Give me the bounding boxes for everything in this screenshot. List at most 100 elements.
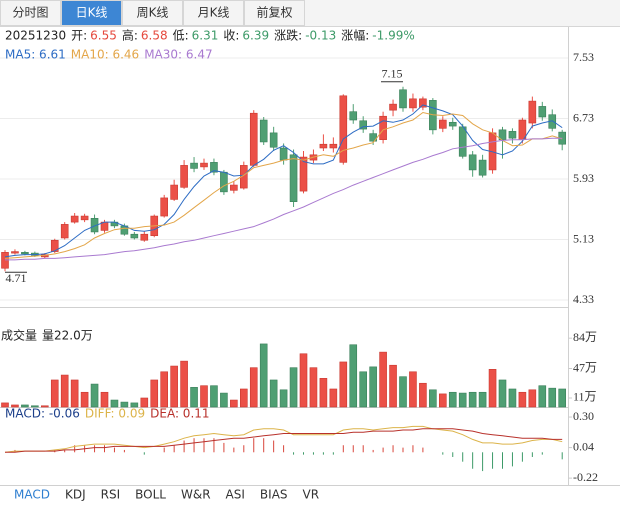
tab-label[interactable]: 日K线 [76,6,108,20]
info-label: 高: [122,28,138,43]
annotation: 4.71 [6,271,27,285]
tab-label[interactable]: 前复权 [256,5,292,20]
volume-bar [200,385,208,408]
info-value: 6.31 [192,29,219,43]
candle-body [200,162,208,168]
candle-body [220,171,228,193]
volume-bar [11,404,19,408]
volume-bar [419,382,427,408]
candle-body [50,239,59,252]
info-label: 收: [223,29,239,43]
tab[interactable] [61,0,122,26]
indicator-tab[interactable]: BOLL [135,488,166,502]
volume-bar [508,388,517,408]
candle-body [249,112,258,166]
legend-entry: MA30: 6.47 [144,48,212,62]
candle-body [468,154,477,171]
volume-bar [130,402,139,408]
volume-bar [150,379,159,408]
candle-body [240,165,248,189]
tab-label[interactable]: 月K线 [198,6,230,20]
candle-body [259,119,268,143]
candle-body [230,184,238,191]
info-value: 6.58 [141,29,168,43]
volume-bar [210,385,218,408]
volume-bar [528,389,537,408]
candle-body [329,143,338,149]
volume-bar [140,397,149,408]
candle-body [80,215,89,221]
y-tick-label: 84万 [573,330,597,344]
info-label: 涨幅: [341,28,369,43]
volume-bar [180,360,188,408]
volume-bar [80,391,89,408]
volume-bar [269,379,278,408]
tab[interactable] [183,0,244,26]
volume-bar [359,371,368,408]
tab[interactable] [122,0,183,26]
indicator-tab[interactable]: MACD [14,488,50,502]
volume-bar [448,391,457,408]
info-value: 6.39 [242,29,269,43]
candle-body [478,159,487,176]
volume-bar [478,391,487,408]
indicator-tab[interactable]: BIAS [260,488,288,502]
volume-bar [498,379,507,408]
indicator-tab[interactable]: VR [303,488,320,502]
volume-bar [279,389,288,408]
volume-bar [1,402,9,408]
indicator-tab[interactable]: W&R [181,488,211,502]
ma-line [4,111,563,259]
volume-bar [548,387,557,408]
candle-body [289,154,298,202]
tab[interactable] [244,0,305,26]
volume-bar [409,371,417,408]
tab[interactable] [0,0,61,26]
y-tick-label: 11万 [573,390,597,404]
candle-body [279,147,288,161]
volume-bar [438,393,447,408]
candle-body [21,252,29,255]
candle-body [438,119,447,129]
y-tick-label: 5.93 [573,171,594,185]
volume-bar [110,399,119,408]
tab-label[interactable]: 分时图 [12,6,48,20]
macd-line [4,425,563,453]
candle-body [70,215,79,223]
indicator-tab[interactable]: RSI [101,488,121,502]
indicator-tab[interactable]: KDJ [65,488,86,502]
annotation: 7.15 [382,66,403,80]
volume-bar [429,389,437,408]
volume-bar [100,391,109,408]
candle-body [140,233,149,241]
candle-body [339,95,348,163]
volume-bar [399,376,407,408]
candle-body [379,115,387,140]
volume-bar [488,369,497,408]
candle-body [538,106,547,118]
volume-bar [458,392,467,408]
volume-bar [259,343,268,408]
tab-label[interactable]: 周K线 [137,6,169,20]
candle-body [508,131,517,139]
volume-bar [329,388,338,408]
volume-bar [309,367,318,408]
legend-entry: MACD: -0.06 [5,407,80,421]
info-label: 开: [71,29,87,43]
y-tick-label: 5.13 [573,231,594,245]
info-label: 涨跌: [274,28,302,43]
candle-body [299,156,308,192]
y-tick-label: 0.04 [573,439,594,453]
volume-bar [518,391,527,408]
volume-bar [389,364,397,408]
candle-body [190,162,198,169]
candle-body [130,233,139,239]
info-value: 6.55 [90,29,117,43]
candle-body [90,218,99,233]
candle-body [160,197,168,217]
indicator-tab[interactable]: ASI [226,488,245,502]
volume-bar [160,371,168,408]
volume-bar [70,379,79,408]
volume-bar [90,383,99,408]
